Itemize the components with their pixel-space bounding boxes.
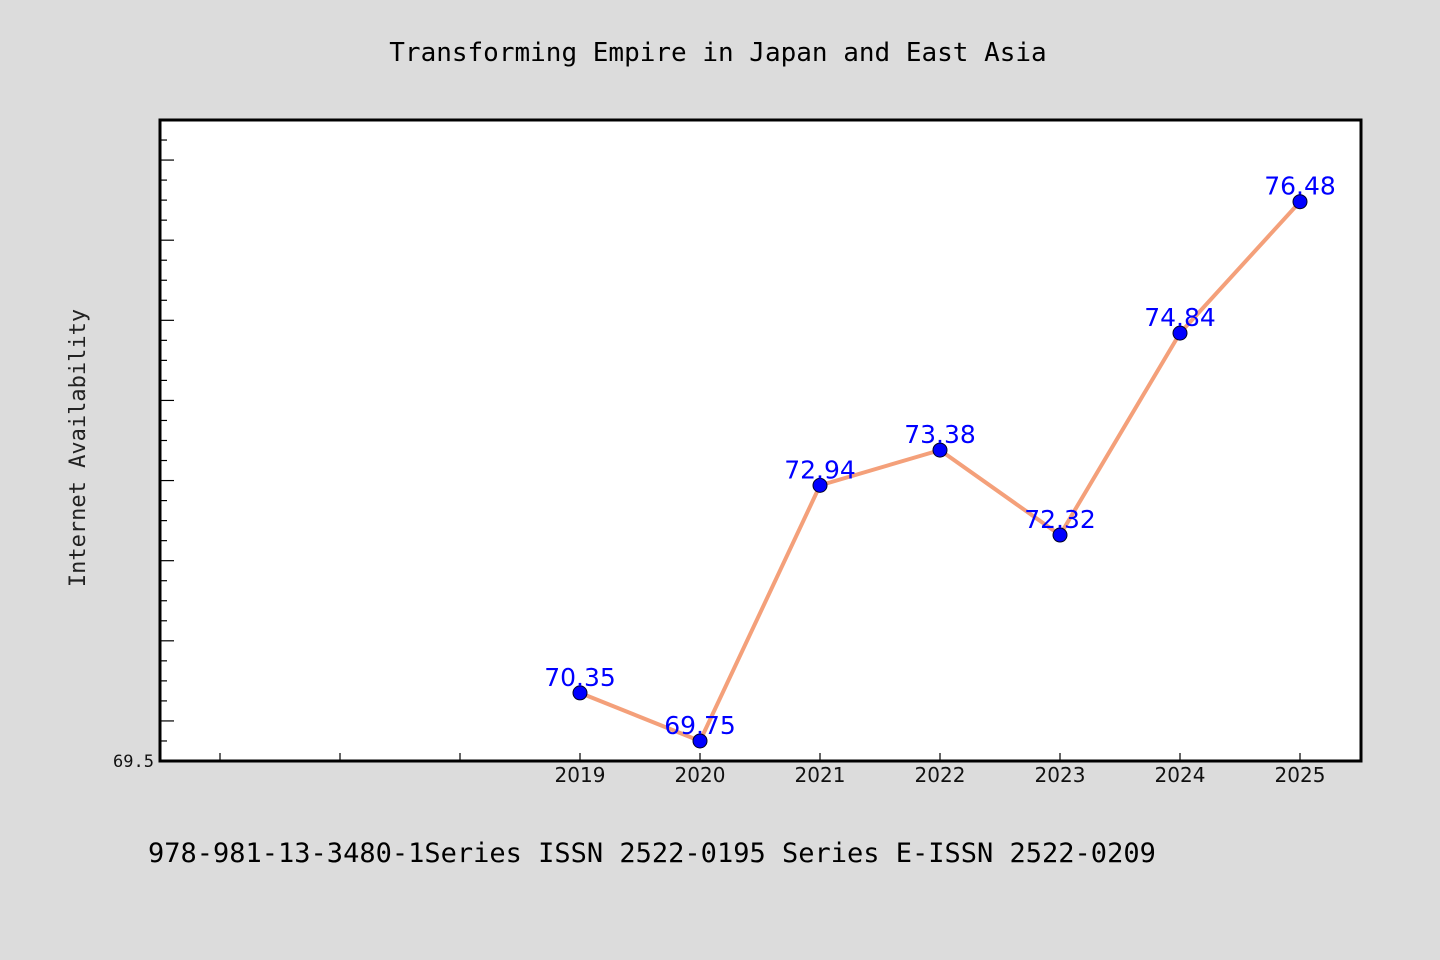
y-tick-label: 69.5 [113,752,154,772]
plot-area [158,118,1363,763]
x-axis-ticks [219,753,1301,761]
series-data-labels: 70.35 69.75 72.94 73.38 72.32 74.84 76.48 [544,172,1336,740]
data-point-label: 70.35 [544,663,616,692]
x-tick-label: 2020 [675,763,726,787]
y-axis-ticks [160,119,174,762]
x-tick-label: 2023 [1035,763,1086,787]
data-point-marker [1172,325,1188,341]
chart-title: Transforming Empire in Japan and East As… [389,38,1046,68]
data-point-marker [572,685,588,701]
y-axis-label: Internet Availability [66,309,91,587]
data-point-marker [812,477,828,493]
data-point-marker [1052,527,1068,543]
data-point-marker [1292,194,1308,210]
x-tick-label: 2024 [1155,763,1206,787]
series-markers [572,194,1308,749]
x-axis-tick-labels: 2019 2020 2021 2022 2023 2024 2025 [555,763,1326,787]
data-point-label: 73.38 [904,420,976,449]
data-point-label: 76.48 [1264,172,1336,201]
x-tick-label: 2019 [555,763,606,787]
footer-isbn-text: 978-981-13-3480-1Series ISSN 2522-0195 S… [148,838,1156,869]
y-axis-tick-labels: 69.5 [113,752,154,772]
data-point-label: 72.32 [1024,505,1096,534]
x-tick-label: 2022 [915,763,966,787]
x-tick-label: 2021 [795,763,846,787]
x-tick-label: 2025 [1275,763,1326,787]
data-point-marker [692,733,708,749]
data-point-label: 72.94 [784,455,856,484]
data-point-label: 69.75 [664,711,736,740]
data-point-marker [932,442,948,458]
data-point-label: 74.84 [1144,303,1216,332]
